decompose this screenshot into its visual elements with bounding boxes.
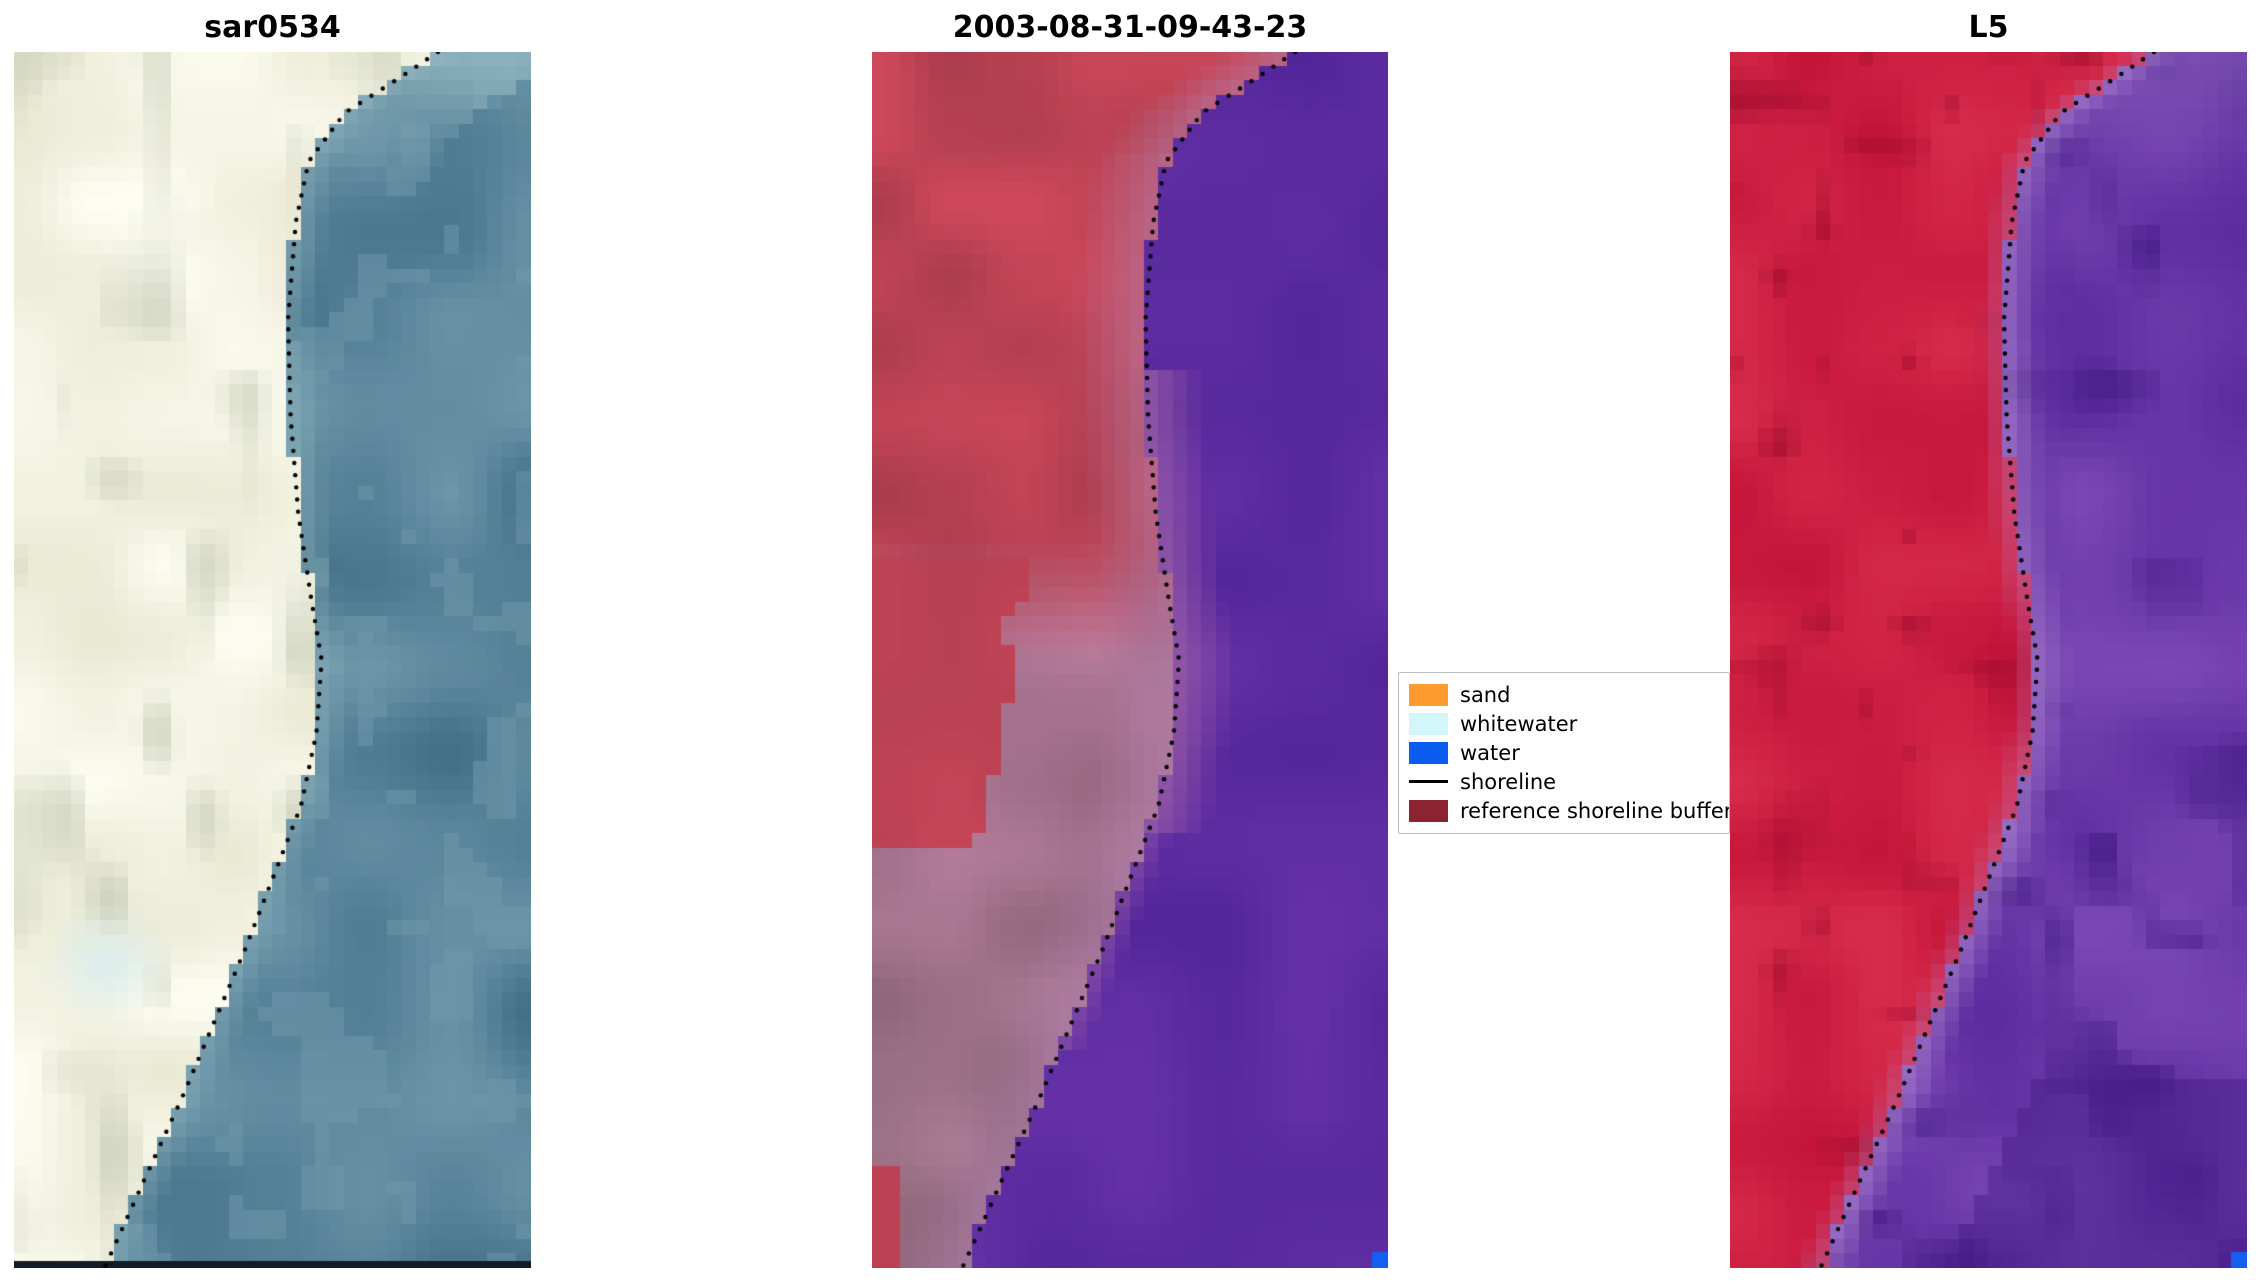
- legend-swatch-reference-shoreline-buffer: [1409, 799, 1448, 822]
- legend-label: reference shoreline buffer: [1460, 798, 1730, 823]
- legend-label: whitewater: [1460, 711, 1578, 736]
- legend-swatch-sand: [1409, 683, 1448, 706]
- legend-label: water: [1460, 740, 1520, 765]
- panel-title-l5: L5: [1968, 10, 2009, 45]
- panel-image-l5: [1730, 52, 2247, 1268]
- legend-item-whitewater: whitewater: [1409, 709, 1729, 738]
- legend-item-sand: sand: [1409, 680, 1729, 709]
- panel-title-date: 2003-08-31-09-43-23: [952, 10, 1308, 45]
- legend-item-water: water: [1409, 738, 1729, 767]
- legend-label: sand: [1460, 682, 1511, 707]
- panel-title-sar0534: sar0534: [204, 10, 341, 45]
- legend-swatch-whitewater: [1409, 712, 1448, 735]
- legend-item-shoreline: shoreline: [1409, 767, 1729, 796]
- panel-image-sar0534: [14, 52, 531, 1268]
- legend-label: shoreline: [1460, 769, 1557, 794]
- legend: sand whitewater water shoreline reference sh…: [1398, 672, 1730, 834]
- legend-swatch-water: [1409, 741, 1448, 764]
- legend-item-reference-shoreline-buffer: reference shoreline buffer: [1409, 796, 1729, 825]
- legend-swatch-shoreline: [1409, 780, 1448, 783]
- panel-image-classified: [872, 52, 1388, 1268]
